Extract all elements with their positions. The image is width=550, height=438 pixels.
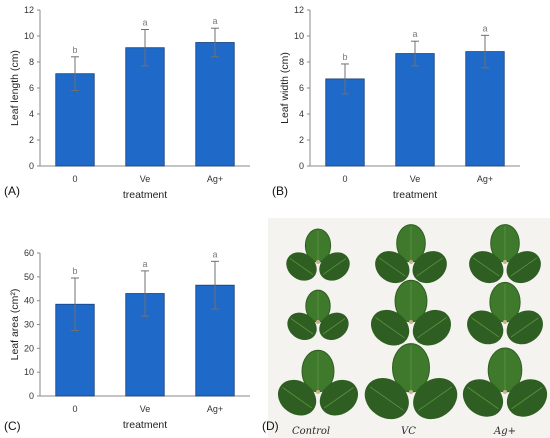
y-tick-label: 12 (24, 5, 34, 15)
y-tick-label: 12 (294, 5, 304, 15)
panel-label-b: (B) (272, 184, 288, 198)
x-tick-label: 0 (342, 174, 347, 184)
y-tick-label: 0 (29, 391, 34, 401)
significance-letter: b (72, 45, 77, 55)
y-tick-label: 4 (299, 109, 304, 119)
leaf-midrib (416, 257, 443, 277)
y-tick-label: 10 (294, 31, 304, 41)
leaf-midrib (473, 257, 500, 277)
leaf-midrib (282, 387, 312, 409)
leaf-midrib (324, 387, 354, 409)
bar (465, 51, 505, 167)
y-tick-label: 40 (24, 296, 34, 306)
y-tick-label: 10 (24, 367, 34, 377)
leaf-midrib (290, 318, 314, 335)
photo-label-vc: VC (401, 426, 416, 437)
leaf-petiole (316, 320, 320, 324)
y-tick-label: 0 (299, 161, 304, 171)
x-tick-label: Ve (140, 174, 151, 184)
leaf-group (278, 224, 548, 420)
y-tick-label: 6 (29, 83, 34, 93)
x-axis-label: treatment (393, 189, 437, 201)
panel-label-c: (C) (4, 419, 21, 433)
y-tick-label: 2 (299, 135, 304, 145)
significance-letter: b (342, 52, 347, 62)
leaf-midrib (379, 257, 406, 277)
strawberry-leaf-icon (278, 349, 358, 416)
leaf-petiole (409, 390, 413, 394)
x-tick-label: Ve (410, 174, 421, 184)
y-tick-label: 10 (24, 31, 34, 41)
y-tick-label: 8 (29, 57, 34, 67)
y-axis-label: Leaf area (cm²) (9, 289, 21, 361)
strawberry-leaf-icon (469, 224, 541, 284)
significance-letter: a (412, 29, 417, 39)
x-tick-label: Ag+ (207, 174, 223, 184)
y-axis-label: Leaf length (cm) (9, 50, 21, 126)
y-tick-label: 60 (24, 248, 34, 258)
leaf-petiole (503, 390, 507, 394)
significance-letter: a (142, 259, 147, 269)
leaf-midrib (511, 386, 543, 410)
y-tick-label: 4 (29, 109, 34, 119)
strawberry-leaf-icon (467, 281, 543, 345)
bar (195, 42, 235, 167)
strawberry-leaf-icon (462, 347, 548, 417)
leaf-midrib (417, 317, 447, 339)
x-tick-label: Ve (140, 404, 151, 414)
leaf-midrib (322, 318, 346, 335)
leaf-midrib (289, 258, 314, 275)
leaf-petiole (316, 260, 320, 264)
photo-label-ag: Ag+ (493, 426, 516, 437)
y-tick-label: 2 (29, 135, 34, 145)
chart-leaf-area: 0 10 20 30 40 50 60 Leaf area (cm²) b 0 a Ve a Ag+ tre… (9, 248, 250, 431)
y-tick-label: 30 (24, 320, 34, 330)
panel-label-a: (A) (4, 184, 20, 198)
chart-leaf-length: 0 2 4 6 8 10 12 Leaf length (cm) b 0 a Ve a Ag+ treatm… (9, 5, 250, 201)
strawberry-leaf-icon (286, 228, 350, 281)
leaf-petiole (503, 320, 507, 324)
leaf-midrib (322, 258, 347, 275)
significance-letter: a (482, 23, 487, 33)
y-tick-label: 20 (24, 343, 34, 353)
leaf-midrib (467, 386, 499, 410)
leaf-petiole (409, 320, 413, 324)
leaf-midrib (471, 317, 500, 338)
y-axis-label: Leaf width (cm) (279, 52, 291, 124)
y-tick-label: 50 (24, 272, 34, 282)
leaf-midrib (510, 257, 537, 277)
leaf-midrib (369, 386, 404, 411)
significance-letter: a (212, 249, 217, 259)
significance-letter: b (72, 266, 77, 276)
strawberry-leaf-icon (364, 343, 458, 420)
x-axis-label: treatment (123, 419, 167, 431)
leaf-midrib (418, 386, 453, 411)
leaf-photo: Control VC Ag+ (268, 218, 550, 438)
leaf-petiole (409, 260, 413, 264)
bar (395, 53, 435, 167)
strawberry-leaf-icon (287, 289, 349, 341)
leaf-petiole (503, 260, 507, 264)
chart-leaf-width: 0 2 4 6 8 10 12 Leaf width (cm) b 0 a Ve a Ag+ treatme… (279, 5, 520, 201)
significance-letter: a (212, 16, 217, 26)
significance-letter: a (142, 18, 147, 28)
x-tick-label: Ag+ (477, 174, 493, 184)
strawberry-leaf-icon (371, 279, 451, 346)
leaf-midrib (375, 317, 405, 339)
y-tick-label: 8 (299, 57, 304, 67)
leaf-petiole (316, 390, 320, 394)
y-tick-label: 6 (299, 83, 304, 93)
x-tick-label: 0 (72, 174, 77, 184)
strawberry-leaf-icon (375, 224, 447, 284)
panel-label-d: (D) (262, 419, 279, 433)
x-axis-label: treatment (123, 189, 167, 201)
photo-label-control: Control (292, 426, 330, 437)
leaf-midrib (510, 317, 539, 338)
x-tick-label: 0 (72, 404, 77, 414)
x-tick-label: Ag+ (207, 404, 223, 414)
y-tick-label: 0 (29, 161, 34, 171)
